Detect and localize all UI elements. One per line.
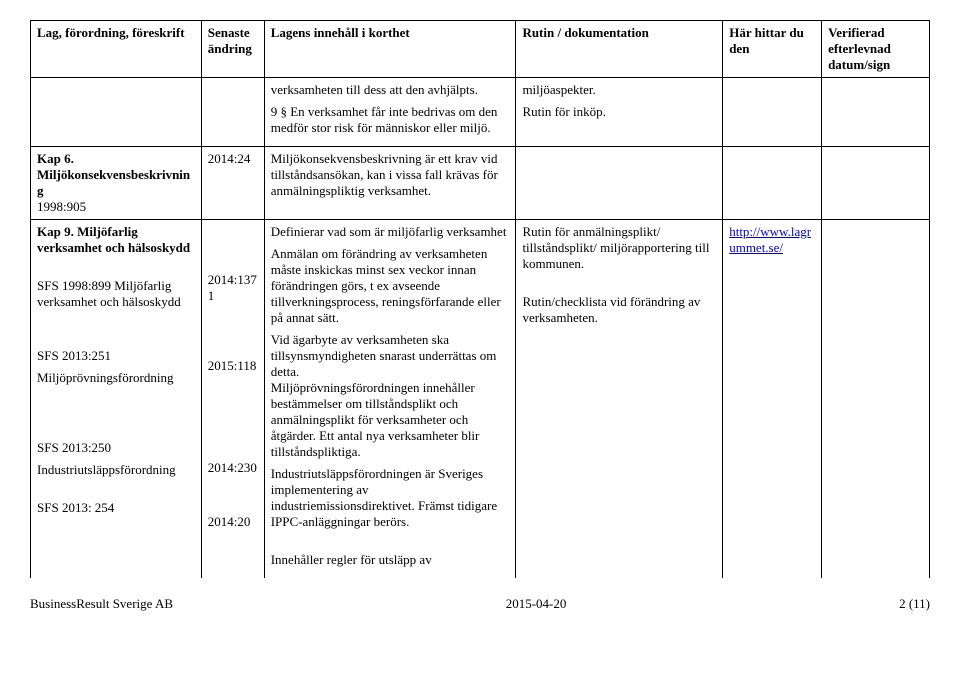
law-ref: 1998:905: [37, 199, 86, 214]
col-header-routine: Rutin / dokumentation: [516, 21, 723, 78]
cell-verified: [822, 147, 930, 220]
cell-law: Kap 6. Miljökonsekvensbeskrivning 1998:9…: [31, 147, 202, 220]
table-header-row: Lag, förordning, föreskrift Senaste ändr…: [31, 21, 930, 78]
table-row: Kap 6. Miljökonsekvensbeskrivning 1998:9…: [31, 147, 930, 220]
summary-text: Definierar vad som är miljöfarlig verksa…: [271, 224, 510, 240]
legal-compliance-table: Lag, förordning, föreskrift Senaste ändr…: [30, 20, 930, 578]
cell-change: 2014:1371 2015:118 2014:230 2014:20: [201, 220, 264, 579]
summary-text: Industriutsläppsförordningen är Sveriges…: [271, 466, 510, 530]
law-title: Kap 9. Miljöfarlig verksamhet och hälsos…: [37, 224, 190, 255]
summary-text: 9 § En verksamhet får inte bedrivas om d…: [271, 104, 510, 136]
law-ref: SFS 2013:251: [37, 348, 195, 364]
summary-span: Vid ägarbyte av verksamheten ska tillsyn…: [271, 332, 497, 379]
cell-verified: [822, 220, 930, 579]
cell-routine: Rutin för anmälningsplikt/ tillståndspli…: [516, 220, 723, 579]
col-header-where: Här hittar du den: [723, 21, 822, 78]
cell: verksamheten till dess att den avhjälpts…: [264, 78, 516, 147]
page-footer: BusinessResult Sverige AB 2015-04-20 2 (…: [30, 596, 930, 612]
table-row: verksamheten till dess att den avhjälpts…: [31, 78, 930, 147]
routine-text: miljöaspekter.: [522, 82, 716, 98]
change-year: 2015:118: [208, 358, 258, 374]
cell-routine: [516, 147, 723, 220]
col-header-verified: Verifierad efterlevnad datum/sign: [822, 21, 930, 78]
law-ref: SFS 1998:899 Miljöfarlig verksamhet och …: [37, 278, 195, 310]
cell: [31, 78, 202, 147]
table-row: Kap 9. Miljöfarlig verksamhet och hälsos…: [31, 220, 930, 579]
law-ref: Industriutsläppsförordning: [37, 462, 195, 478]
cell-law: Kap 9. Miljöfarlig verksamhet och hälsos…: [31, 220, 202, 579]
col-header-law: Lag, förordning, föreskrift: [31, 21, 202, 78]
summary-text: Anmälan om förändring av verksamheten må…: [271, 246, 510, 326]
cell: miljöaspekter. Rutin för inköp.: [516, 78, 723, 147]
change-year: 2014:20: [208, 514, 258, 530]
change-year: 2014:1371: [208, 272, 258, 304]
law-ref: SFS 2013: 254: [37, 500, 195, 516]
routine-text: Rutin för inköp.: [522, 104, 716, 120]
col-header-change: Senaste ändring: [201, 21, 264, 78]
col-header-summary: Lagens innehåll i korthet: [264, 21, 516, 78]
cell-where: http://www.lagrummet.se/: [723, 220, 822, 579]
cell-summary: Definierar vad som är miljöfarlig verksa…: [264, 220, 516, 579]
law-ref: Miljöprövningsförordning: [37, 370, 195, 386]
footer-company: BusinessResult Sverige AB: [30, 596, 173, 612]
routine-text: Rutin/checklista vid förändring av verks…: [522, 294, 716, 326]
cell: [723, 78, 822, 147]
law-title: Kap 6. Miljökonsekvensbeskrivning: [37, 151, 190, 198]
cell-summary: Miljökonsekvensbeskrivning är ett krav v…: [264, 147, 516, 220]
routine-text: Rutin för anmälningsplikt/ tillståndspli…: [522, 224, 716, 272]
summary-text: verksamheten till dess att den avhjälpts…: [271, 82, 510, 98]
cell-change: 2014:24: [201, 147, 264, 220]
footer-date: 2015-04-20: [506, 596, 567, 612]
change-year: 2014:230: [208, 460, 258, 476]
footer-page-number: 2 (11): [899, 596, 930, 612]
cell-where: [723, 147, 822, 220]
cell: [201, 78, 264, 147]
cell: [822, 78, 930, 147]
source-link[interactable]: http://www.lagrummet.se/: [729, 224, 811, 255]
summary-text: Innehåller regler för utsläpp av: [271, 552, 510, 568]
law-ref: SFS 2013:250: [37, 440, 195, 456]
summary-text: Vid ägarbyte av verksamheten ska tillsyn…: [271, 332, 510, 460]
